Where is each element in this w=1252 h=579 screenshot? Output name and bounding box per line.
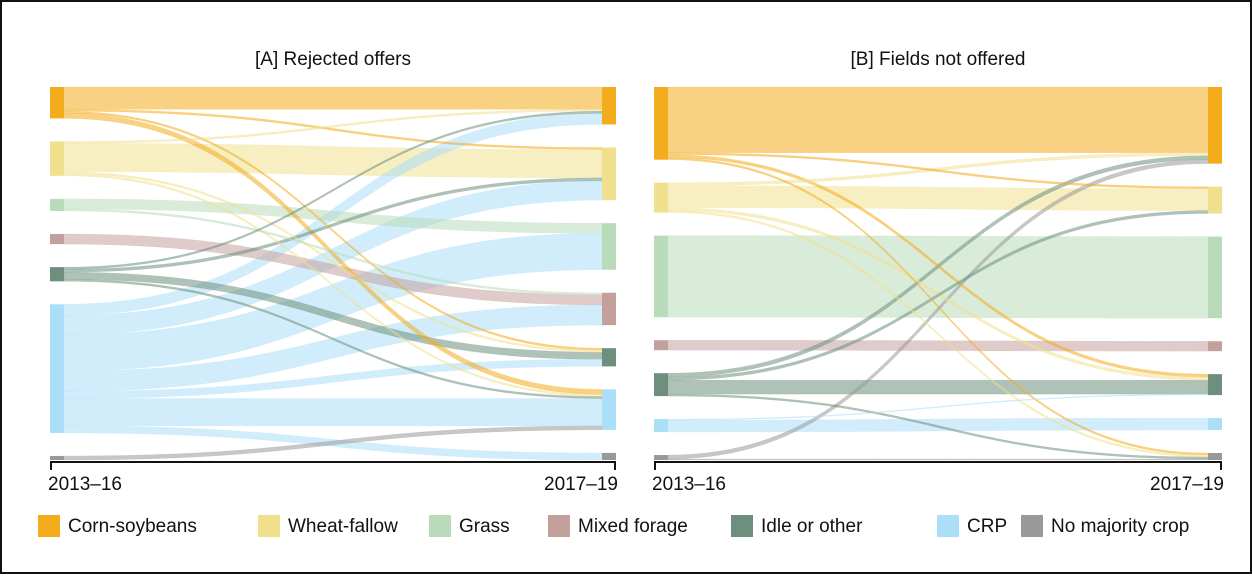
legend-swatch [731,515,753,537]
flow [63,398,603,427]
panel-title: [A] Rejected offers [255,49,411,70]
legend-label: No majority crop [1051,516,1189,537]
legend-label: CRP [967,516,1007,537]
legend-swatch [937,515,959,537]
flow [63,233,603,372]
node [1208,418,1222,431]
legend-label: Idle or other [761,516,863,537]
node [602,147,616,201]
node [1208,236,1222,319]
flow [667,393,1209,421]
flow [667,417,1209,433]
node [50,233,64,245]
legend-swatch [548,515,570,537]
node [654,373,668,397]
node [654,455,668,460]
node [602,389,616,430]
legend-swatch [258,515,280,537]
node [654,419,668,433]
flow [667,379,1209,395]
x-label: 2017–19 [544,474,618,495]
node [1208,453,1222,460]
flow [667,185,1209,211]
node [654,182,668,213]
node [50,198,64,211]
links [63,86,603,461]
node [50,267,64,282]
flow [667,159,1209,460]
node [50,455,64,460]
node [1208,87,1222,164]
node [602,87,616,125]
node [654,235,668,318]
node [602,348,616,367]
node [50,87,64,119]
legend-swatch [429,515,451,537]
flow [63,86,603,110]
x-label: 2013–16 [652,474,726,495]
flow [667,458,1209,461]
legend-label: Grass [459,516,510,537]
flow [63,180,603,335]
legend-swatch [38,515,60,537]
flow [667,339,1209,352]
panel-title: [B] Fields not offered [851,49,1026,70]
node [50,141,64,176]
links [667,86,1209,461]
node [1208,341,1222,352]
node [654,340,668,351]
legend-swatch [1021,515,1043,537]
x-label: 2017–19 [1150,474,1224,495]
node [50,304,64,433]
legend-label: Mixed forage [578,516,688,537]
x-label: 2013–16 [48,474,122,495]
node [602,292,616,326]
node [1208,186,1222,214]
legend-label: Corn-soybeans [68,516,197,537]
node [602,223,616,270]
node [654,87,668,160]
legend-label: Wheat-fallow [288,516,398,537]
node [602,452,616,460]
flow [667,86,1209,153]
node [1208,374,1222,396]
